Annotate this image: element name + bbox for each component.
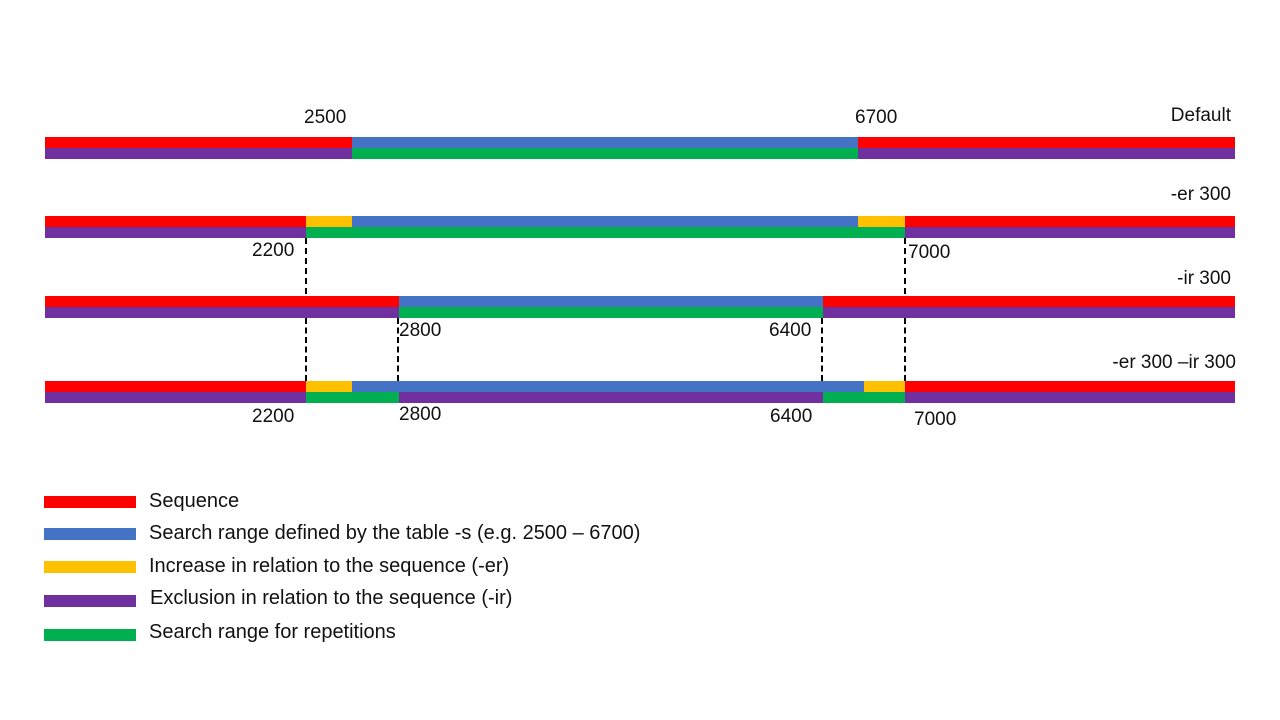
er-sequence-right: [905, 216, 1235, 227]
er-search-range: [352, 216, 858, 227]
er-ir-row-label: -er 300 –ir 300: [1112, 352, 1236, 373]
er-repetitions-range: [306, 227, 905, 238]
er-ir-sequence-right: [905, 381, 1235, 392]
er-ir-search-range: [352, 381, 864, 392]
er-exclusion-left: [45, 227, 306, 238]
guide-2800: [397, 318, 399, 381]
ir-exclusion-right: [823, 307, 1235, 318]
er-ir-outer-right-value: 7000: [914, 409, 957, 430]
default-sequence-right: [858, 137, 1235, 148]
default-exclusion-left: [45, 148, 352, 159]
default-repetitions-range: [352, 148, 858, 159]
er-increase-left: [306, 216, 352, 227]
ir-repetitions-range: [399, 307, 823, 318]
ir-search-range: [399, 296, 823, 307]
legend-label-repetitions: Search range for repetitions: [149, 621, 396, 643]
ir-sequence-left: [45, 296, 399, 307]
er-right-value: 7000: [908, 242, 951, 263]
er-sequence-left: [45, 216, 306, 227]
guide-7000-lower: [904, 318, 906, 381]
legend-swatch-repetitions: [44, 629, 136, 641]
er-ir-repetitions-left: [306, 392, 399, 403]
er-ir-sequence-left: [45, 381, 306, 392]
legend-swatch-increase: [44, 561, 136, 573]
guide-7000-upper: [904, 238, 906, 294]
legend-label-increase: Increase in relation to the sequence (-e…: [149, 555, 510, 577]
ir-sequence-right: [823, 296, 1235, 307]
default-right-value: 6700: [855, 107, 898, 128]
guide-6400: [821, 318, 823, 381]
er-left-value: 2200: [252, 240, 295, 261]
ir-exclusion-left: [45, 307, 399, 318]
er-increase-right: [858, 216, 905, 227]
legend-label-sequence: Sequence: [149, 490, 240, 512]
er-row-label: -er 300: [1170, 184, 1231, 205]
ir-row-label: -ir 300: [1177, 268, 1231, 289]
legend-swatch-sequence: [44, 496, 136, 508]
ir-left-value: 2800: [399, 320, 442, 341]
er-ir-repetitions-right: [823, 392, 905, 403]
default-sequence-left: [45, 137, 352, 148]
er-ir-outer-left-value: 2200: [252, 406, 295, 427]
legend-swatch-search-range: [44, 528, 136, 540]
er-ir-exclusion-middle: [399, 392, 823, 403]
legend-label-exclusion: Exclusion in relation to the sequence (-…: [150, 587, 513, 609]
er-exclusion-right: [905, 227, 1235, 238]
guide-2200-upper: [305, 238, 307, 294]
er-ir-inner-left-value: 2800: [399, 404, 442, 425]
default-row-label: Default: [1170, 105, 1231, 126]
default-search-range: [352, 137, 858, 148]
er-ir-increase-left: [306, 381, 352, 392]
legend-label-search-range: Search range defined by the table -s (e.…: [149, 522, 641, 544]
er-ir-inner-right-value: 6400: [770, 406, 813, 427]
er-ir-exclusion-left: [45, 392, 306, 403]
er-ir-exclusion-right: [905, 392, 1235, 403]
legend-swatch-exclusion: [44, 595, 136, 607]
er-ir-increase-right: [864, 381, 905, 392]
ir-right-value: 6400: [769, 320, 812, 341]
default-exclusion-right: [858, 148, 1235, 159]
default-left-value: 2500: [304, 107, 347, 128]
guide-2200-lower: [305, 318, 307, 381]
